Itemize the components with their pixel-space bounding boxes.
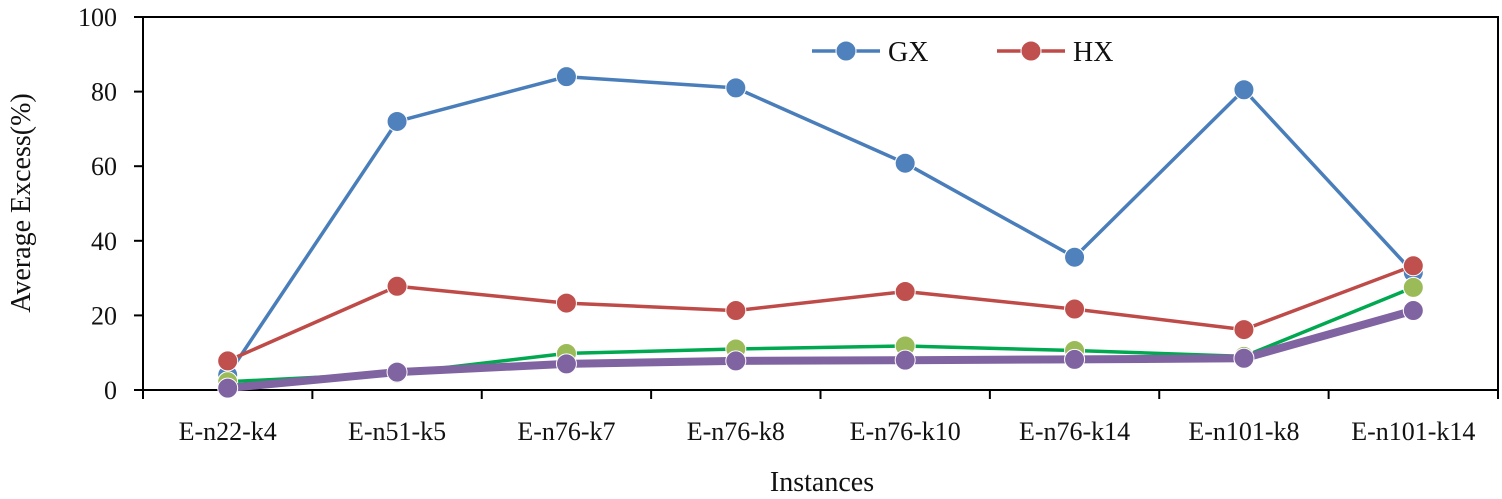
- series-line: [223, 306, 1418, 393]
- x-tick-label: E-n101-k14: [1351, 417, 1475, 446]
- data-point: [1064, 298, 1086, 320]
- data-point: [894, 349, 916, 371]
- series-line: [225, 74, 1416, 377]
- data-point: [1064, 348, 1086, 370]
- data-point: [217, 350, 239, 372]
- y-tick-label: 20: [91, 301, 117, 330]
- y-tick-label: 80: [91, 78, 117, 107]
- data-point: [555, 292, 577, 314]
- x-tick-label: E-n22-k4: [179, 417, 277, 446]
- data-point: [1233, 79, 1255, 101]
- plot-area: [142, 16, 1499, 391]
- data-point: [386, 110, 408, 132]
- data-point: [725, 77, 747, 99]
- x-tick-label: E-n76-k8: [687, 417, 785, 446]
- series-line: [225, 264, 1416, 363]
- series-layer: [217, 66, 1424, 399]
- y-axis-ticks: 0 20 40 60 80 100: [78, 3, 143, 405]
- data-point: [725, 300, 747, 322]
- data-point: [386, 361, 408, 383]
- legend-label: GX: [888, 37, 928, 68]
- x-tick-label: E-n101-k8: [1188, 417, 1299, 446]
- y-axis-title: Average Excess(%): [6, 93, 37, 312]
- data-point: [1233, 319, 1255, 341]
- x-axis-ticks: E-n22-k4 E-n51-k5 E-n76-k7 E-n76-k8 E-n76-k1…: [142, 390, 1499, 446]
- series-unnamed-3: [217, 300, 1424, 399]
- data-point: [555, 66, 577, 88]
- data-point: [1064, 246, 1086, 268]
- legend-item-hx: HX: [997, 37, 1113, 68]
- y-tick-label: 40: [91, 227, 117, 256]
- legend-item-gx: GX: [812, 37, 928, 68]
- legend: GX HX: [812, 37, 1113, 68]
- data-point: [1402, 276, 1424, 298]
- y-tick-label: 60: [91, 152, 117, 181]
- x-axis-title: Instances: [770, 467, 874, 498]
- data-point: [386, 275, 408, 297]
- series-hx: [217, 255, 1424, 372]
- data-point: [217, 377, 239, 399]
- data-point: [894, 152, 916, 174]
- data-point: [725, 350, 747, 372]
- data-point: [894, 281, 916, 303]
- x-tick-label: E-n76-k10: [850, 417, 961, 446]
- legend-marker: [1020, 40, 1042, 62]
- data-point: [1233, 347, 1255, 369]
- legend-marker: [835, 40, 857, 62]
- x-tick-label: E-n51-k5: [348, 417, 446, 446]
- x-tick-label: E-n76-k14: [1019, 417, 1130, 446]
- y-tick-label: 100: [78, 3, 117, 32]
- data-point: [1402, 255, 1424, 277]
- y-tick-label: 0: [104, 376, 117, 405]
- x-tick-label: E-n76-k7: [517, 417, 615, 446]
- data-point: [555, 353, 577, 375]
- data-point: [1402, 300, 1424, 322]
- legend-label: HX: [1073, 37, 1113, 68]
